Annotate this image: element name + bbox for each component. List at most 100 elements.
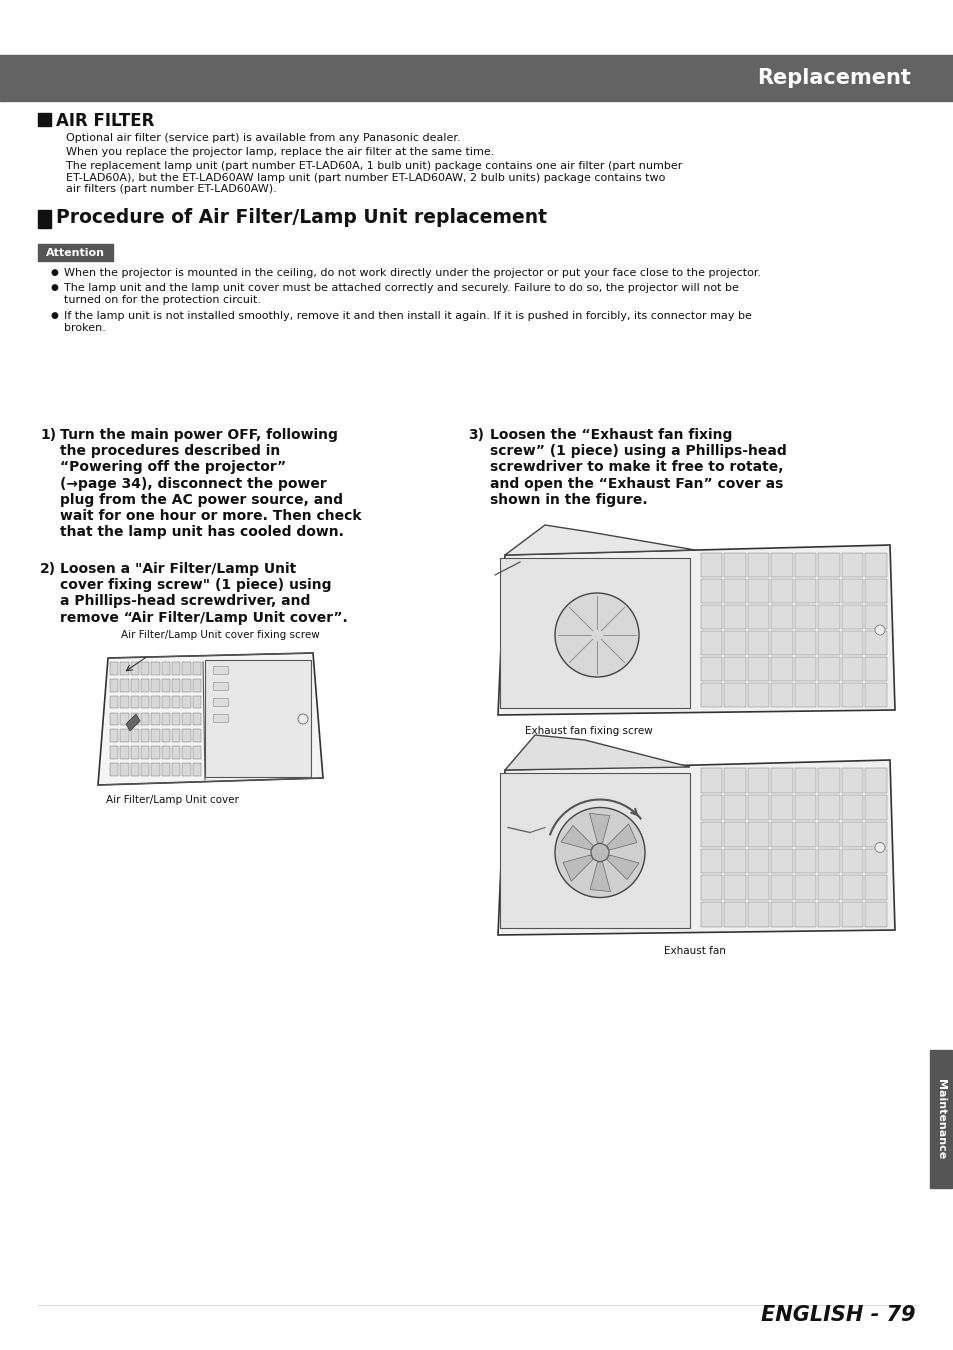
Bar xyxy=(864,630,886,655)
Bar xyxy=(864,849,886,873)
Bar xyxy=(794,630,816,655)
Bar xyxy=(172,662,180,675)
Bar xyxy=(723,605,745,629)
Bar xyxy=(723,657,745,680)
Bar xyxy=(141,695,150,709)
Bar xyxy=(771,795,792,819)
Bar xyxy=(141,713,150,725)
Text: Air Filter/Lamp Unit cover: Air Filter/Lamp Unit cover xyxy=(106,795,238,805)
Bar xyxy=(700,605,721,629)
Bar xyxy=(864,579,886,603)
Bar xyxy=(213,698,228,706)
Bar xyxy=(723,683,745,707)
Bar xyxy=(161,763,170,776)
Bar xyxy=(152,747,160,759)
Bar xyxy=(794,683,816,707)
Bar xyxy=(723,768,745,792)
Polygon shape xyxy=(560,825,593,850)
Bar xyxy=(131,695,139,709)
Bar xyxy=(723,902,745,927)
Bar xyxy=(723,875,745,900)
Bar xyxy=(723,579,745,603)
Bar xyxy=(771,902,792,927)
Bar xyxy=(747,683,769,707)
Circle shape xyxy=(297,714,308,724)
Text: 2): 2) xyxy=(40,562,56,576)
Bar xyxy=(499,558,689,707)
Bar xyxy=(864,822,886,846)
Bar xyxy=(700,630,721,655)
Bar xyxy=(120,729,129,742)
Bar xyxy=(700,902,721,927)
Bar xyxy=(794,875,816,900)
Bar xyxy=(723,849,745,873)
Bar xyxy=(841,683,862,707)
Bar xyxy=(723,822,745,846)
Circle shape xyxy=(590,844,608,861)
Bar xyxy=(818,683,840,707)
Bar xyxy=(213,682,228,690)
Bar xyxy=(771,657,792,680)
Bar xyxy=(213,666,228,674)
Bar xyxy=(864,768,886,792)
Bar xyxy=(864,875,886,900)
Bar xyxy=(205,660,311,778)
Text: Exhaust fan: Exhaust fan xyxy=(663,946,725,956)
Bar xyxy=(818,902,840,927)
Bar xyxy=(193,713,201,725)
Text: ●: ● xyxy=(51,284,59,292)
Bar xyxy=(841,795,862,819)
Bar xyxy=(864,657,886,680)
Bar xyxy=(723,795,745,819)
Bar xyxy=(161,747,170,759)
Bar xyxy=(747,554,769,576)
Bar xyxy=(131,729,139,742)
Bar xyxy=(152,713,160,725)
Bar xyxy=(0,55,953,101)
Bar xyxy=(747,875,769,900)
Bar xyxy=(723,554,745,576)
Bar xyxy=(841,579,862,603)
Circle shape xyxy=(555,593,639,676)
Bar xyxy=(771,554,792,576)
Bar xyxy=(161,729,170,742)
Bar xyxy=(141,679,150,691)
Bar xyxy=(182,763,191,776)
Bar xyxy=(747,605,769,629)
Bar xyxy=(499,774,689,927)
Bar xyxy=(152,695,160,709)
Bar xyxy=(864,605,886,629)
Polygon shape xyxy=(497,760,894,936)
Bar xyxy=(747,657,769,680)
Text: 1): 1) xyxy=(40,428,56,441)
Bar xyxy=(193,662,201,675)
Bar xyxy=(771,822,792,846)
Text: 3): 3) xyxy=(468,428,483,441)
Bar xyxy=(818,822,840,846)
Bar xyxy=(110,695,118,709)
Bar xyxy=(182,729,191,742)
Bar xyxy=(161,662,170,675)
Bar xyxy=(120,662,129,675)
Bar xyxy=(771,683,792,707)
Bar xyxy=(172,747,180,759)
Polygon shape xyxy=(606,824,637,850)
Text: Maintenance: Maintenance xyxy=(935,1079,945,1160)
Bar xyxy=(771,849,792,873)
Bar xyxy=(700,683,721,707)
Bar xyxy=(700,768,721,792)
Bar xyxy=(172,729,180,742)
Bar xyxy=(864,554,886,576)
Bar xyxy=(794,605,816,629)
Bar xyxy=(747,768,769,792)
Bar xyxy=(929,1050,951,1188)
Bar xyxy=(794,554,816,576)
Text: Procedure of Air Filter/Lamp Unit replacement: Procedure of Air Filter/Lamp Unit replac… xyxy=(56,208,546,227)
Text: ●: ● xyxy=(51,269,59,277)
Bar xyxy=(794,657,816,680)
Bar xyxy=(794,849,816,873)
Bar xyxy=(841,554,862,576)
Text: ENGLISH - 79: ENGLISH - 79 xyxy=(760,1305,915,1324)
Bar xyxy=(110,729,118,742)
Bar xyxy=(110,662,118,675)
